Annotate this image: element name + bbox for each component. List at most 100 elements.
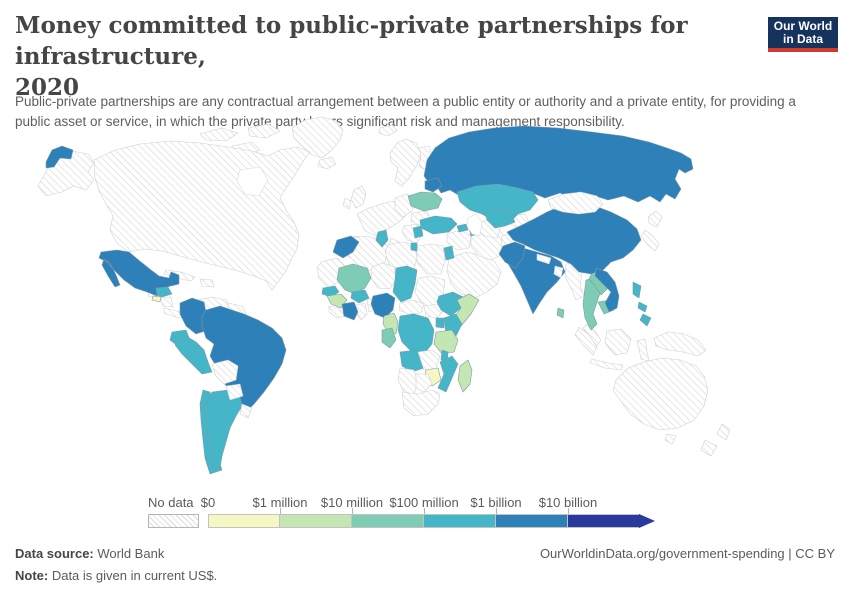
country-new-zealand-south[interactable]: [700, 439, 718, 457]
country-zambia[interactable]: [417, 349, 441, 371]
data-source-value: World Bank: [93, 546, 165, 561]
country-pakistan[interactable]: [498, 241, 526, 269]
country-peru[interactable]: [174, 335, 213, 375]
country-japan-honshu[interactable]: [640, 229, 660, 252]
country-gabon[interactable]: [381, 327, 397, 349]
country-mexico[interactable]: [98, 249, 180, 297]
country-arctic-islands-1[interactable]: [199, 127, 239, 142]
country-borneo[interactable]: [604, 328, 632, 356]
legend-no-data-swatch[interactable]: [148, 514, 199, 528]
country-south-africa[interactable]: [401, 389, 441, 417]
country-tasmania[interactable]: [664, 433, 677, 445]
country-new-zealand-north[interactable]: [716, 423, 731, 441]
country-hudson-bay: [236, 166, 269, 197]
country-japan-hokkaido[interactable]: [647, 210, 663, 228]
country-caspian-sea: [466, 213, 483, 237]
owid-logo[interactable]: Our World in Data: [768, 17, 838, 52]
legend-segment-0[interactable]: [208, 514, 280, 528]
country-india[interactable]: [506, 247, 566, 315]
country-morocco[interactable]: [332, 235, 360, 259]
note-line: Note: Data is given in current US$.: [15, 568, 217, 583]
country-arctic-islands-2[interactable]: [247, 123, 281, 139]
country-namibia[interactable]: [397, 367, 419, 395]
country-ireland[interactable]: [342, 197, 352, 210]
owid-url-link[interactable]: OurWorldinData.org/government-spending |…: [539, 546, 835, 561]
country-uganda[interactable]: [435, 317, 445, 329]
country-vietnam[interactable]: [594, 267, 620, 313]
country-bolivia[interactable]: [211, 359, 239, 385]
country-mozambique[interactable]: [437, 355, 459, 393]
legend-segment-1[interactable]: [280, 514, 352, 528]
country-nigeria[interactable]: [370, 292, 396, 319]
country-united-kingdom[interactable]: [350, 185, 367, 209]
legend-no-data-label: No data: [148, 495, 194, 510]
country-uzbekistan[interactable]: [484, 207, 516, 229]
country-svalbard[interactable]: [378, 124, 398, 137]
country-scandinavia[interactable]: [389, 138, 422, 187]
legend-segment-5[interactable]: [568, 514, 640, 528]
country-senegal[interactable]: [321, 285, 340, 298]
data-source-label: Data source:: [15, 546, 94, 561]
country-java[interactable]: [589, 358, 624, 371]
country-russia-wrap[interactable]: [45, 145, 74, 169]
legend-tick-2: [352, 508, 353, 514]
country-greenland[interactable]: [291, 116, 344, 159]
legend-label-5: $10 billion: [538, 495, 598, 510]
country-jordan[interactable]: [443, 245, 455, 261]
country-iceland[interactable]: [317, 156, 337, 170]
country-sulawesi[interactable]: [636, 338, 650, 362]
country-madagascar[interactable]: [457, 359, 473, 393]
country-sumatra[interactable]: [574, 326, 598, 356]
country-somalia[interactable]: [454, 293, 480, 327]
country-australia[interactable]: [612, 357, 709, 431]
country-ukraine[interactable]: [407, 191, 443, 212]
chart-header: Money committed to public-private partne…: [15, 10, 760, 103]
country-turkey[interactable]: [419, 215, 458, 235]
country-dr-congo[interactable]: [397, 313, 435, 355]
country-malaysia[interactable]: [582, 323, 602, 347]
country-south-sudan[interactable]: [423, 303, 444, 319]
legend-segment-3[interactable]: [424, 514, 496, 528]
country-ethiopia[interactable]: [436, 291, 466, 317]
country-chad[interactable]: [392, 265, 418, 303]
country-mali[interactable]: [336, 263, 372, 295]
country-niger[interactable]: [370, 262, 397, 290]
country-mongolia[interactable]: [547, 191, 604, 215]
country-nicaragua[interactable]: [160, 296, 174, 308]
country-el-salvador[interactable]: [151, 295, 162, 303]
country-kazakhstan[interactable]: [456, 183, 539, 223]
map-legend: No data $0 $1 million $10 million $100 mill…: [0, 494, 850, 534]
country-philippines[interactable]: [632, 281, 652, 327]
legend-segment-4[interactable]: [496, 514, 568, 528]
logo-line2: in Data: [782, 31, 823, 46]
country-honduras[interactable]: [155, 286, 173, 298]
country-sierra-leone-liberia[interactable]: [328, 305, 346, 319]
country-georgia[interactable]: [456, 223, 469, 233]
country-hispaniola[interactable]: [199, 278, 215, 288]
title-text: Money committed to public-private partne…: [15, 12, 688, 70]
country-central-african-republic[interactable]: [398, 299, 425, 315]
country-burkina-faso[interactable]: [350, 289, 370, 304]
country-argentina[interactable]: [205, 389, 243, 469]
legend-label-1: $1 million: [252, 495, 308, 510]
country-albania[interactable]: [410, 242, 418, 252]
legend-label-0: $0: [200, 495, 216, 510]
country-nepal[interactable]: [536, 253, 552, 265]
note-label: Note:: [15, 568, 49, 583]
country-paraguay[interactable]: [225, 383, 244, 401]
country-uruguay[interactable]: [239, 403, 253, 419]
legend-segment-2[interactable]: [352, 514, 424, 528]
country-cote-divoire[interactable]: [341, 301, 359, 321]
country-egypt[interactable]: [416, 243, 446, 275]
country-botswana[interactable]: [415, 373, 433, 393]
legend-tick-3: [424, 508, 425, 514]
country-sri-lanka[interactable]: [556, 307, 565, 319]
country-serbia[interactable]: [412, 225, 424, 239]
country-papua-new-guinea[interactable]: [653, 331, 707, 357]
legend-tick-5: [568, 508, 569, 514]
country-tanzania[interactable]: [433, 329, 459, 355]
country-bangladesh[interactable]: [553, 265, 564, 279]
data-source-line: Data source: World Bank: [15, 546, 164, 561]
country-belarus[interactable]: [424, 177, 443, 193]
country-tunisia[interactable]: [375, 229, 389, 248]
